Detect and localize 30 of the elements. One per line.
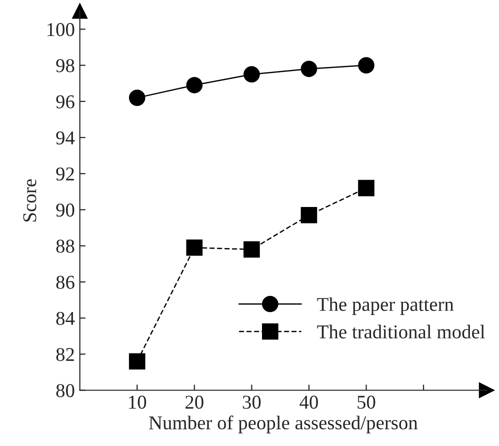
point	[128, 90, 146, 106]
x-tick-label: 20	[186, 396, 204, 409]
y-tick-label: 94	[56, 131, 75, 144]
y-tick-label: 96	[56, 95, 74, 108]
y-tick-label: 84	[56, 312, 75, 325]
y-tick-label: 100	[48, 23, 74, 36]
y-axis-title: Score	[23, 179, 36, 222]
y-tick-label: 92	[56, 167, 74, 181]
point	[186, 239, 203, 256]
point	[300, 206, 318, 224]
legend-label: The paper pattern	[317, 297, 454, 315]
y-tick-label: 98	[56, 59, 74, 72]
y-tick-label: 88	[56, 240, 74, 253]
x-tick-label: 50	[358, 396, 376, 409]
point	[244, 241, 260, 258]
x-tick-label: 10	[129, 396, 146, 409]
x-tick-label: 40	[300, 396, 318, 409]
point	[186, 77, 203, 94]
point	[128, 353, 146, 370]
point	[358, 57, 374, 74]
y-tick-label: 86	[56, 276, 74, 289]
legend-label: The traditional model	[317, 324, 485, 338]
x-axis-title: Number of people assessed/person	[149, 416, 418, 434]
point	[300, 60, 318, 78]
y-tick-label: 80	[56, 384, 74, 398]
y-tick-label: 90	[56, 204, 74, 217]
point	[358, 180, 374, 196]
point	[244, 66, 260, 82]
y-tick-label: 82	[56, 348, 74, 362]
x-tick-label: 30	[242, 396, 261, 409]
